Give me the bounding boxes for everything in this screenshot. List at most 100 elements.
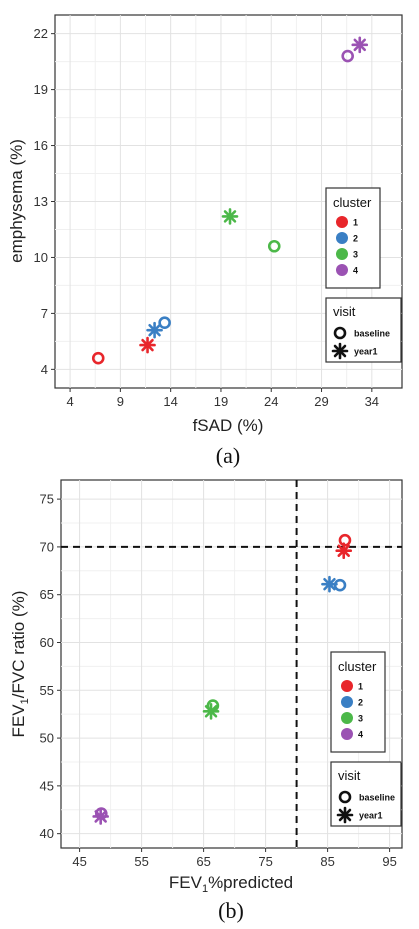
x-tick-label: 34 [365,394,379,409]
point-year1-cluster-4-stroke [353,38,367,52]
x-axis-title-b: FEV1%predicted [169,873,293,895]
legend-label-cluster-2: 2 [353,234,358,244]
x-tick-label: 55 [134,854,148,869]
y-tick-label: 45 [40,778,54,793]
legend-label-baseline: baseline [354,329,390,339]
legend-items-cluster-a: 1 2 3 4 [336,216,358,276]
y-axis-title-b: FEV1/FVC ratio (%) [9,591,31,738]
legend-label-baseline: baseline [359,793,395,803]
y-tick-label: 65 [40,587,54,602]
legend-label-cluster-2: 2 [358,698,363,708]
point-baseline-cluster-1 [91,351,105,365]
x-tick-label: 75 [258,854,272,869]
panel-b: 45 55 65 75 85 95 40 45 50 55 60 65 70 75 FEV1%predic… [9,479,403,923]
legend-swatch-cluster-2 [341,696,353,708]
legend-label-year1: year1 [359,811,383,821]
point-year1-cluster-4 [351,36,369,54]
legend-box-cluster-a [325,187,381,289]
y-tick-label: 40 [40,826,54,841]
points-a [91,36,369,365]
legend-items-visit-b: baseline year1 [336,790,395,824]
y-tick-label: 50 [40,731,54,746]
x-tick-label: 65 [196,854,210,869]
point-year1-cluster-2-stroke [148,323,161,337]
point-year1-cluster-4 [92,808,109,825]
legend-swatch-cluster-3 [341,712,353,724]
y-tick-label: 22 [34,26,48,41]
legend-swatch-cluster-3 [336,248,348,260]
legend-box-cluster-b [330,651,386,753]
legend-items-cluster-b: 1 2 3 4 [341,680,363,740]
legend-symbol-year1-stroke [333,344,347,358]
point-year1-cluster-2 [146,321,163,339]
legend-swatch-cluster-4 [341,728,353,740]
point-year1-cluster-1-stroke [337,544,350,557]
y-tick-label: 70 [40,539,54,554]
x-tick-label: 24 [264,394,278,409]
x-tick-label: 9 [117,394,124,409]
legend-symbol-year1 [331,342,349,360]
x-axis-title-a: fSAD (%) [193,416,264,435]
legend-title-cluster-a: cluster [333,195,372,210]
point-year1-cluster-3-stroke [223,210,237,223]
y-tick-label: 10 [34,250,48,265]
y-axis-title-a: emphysema (%) [7,139,26,263]
x-tick-label: 85 [320,854,334,869]
point-year1-cluster-1 [139,336,156,354]
legend-title-visit-a: visit [333,304,356,319]
legend-visit-a: visit baseline year1 [325,297,402,363]
x-tick-label: 45 [72,854,86,869]
reference-lines-b [61,480,402,848]
x-tick-label: 19 [214,394,228,409]
legend-cluster-a: cluster 1 2 3 4 [325,187,381,289]
x-tick-label: 29 [314,394,328,409]
legend-label-cluster-1: 1 [353,218,358,228]
y-tick-label: 75 [40,492,54,507]
legend-symbol-baseline [333,326,347,340]
y-tick-label: 19 [34,82,48,97]
legend-title-cluster-b: cluster [338,659,377,674]
legend-items-visit-a: baseline year1 [331,326,390,360]
x-tick-label: 14 [163,394,177,409]
y-tick-label: 13 [34,194,48,209]
x-tick-label: 4 [66,394,73,409]
legend-label-cluster-3: 3 [358,714,363,724]
point-year1-cluster-3 [202,703,220,720]
caption-b: (b) [218,898,244,923]
legend-symbol-year1-stroke [338,808,352,822]
legend-swatch-cluster-2 [336,232,348,244]
legend-symbol-year1 [336,806,354,824]
legend-swatch-cluster-1 [341,680,353,692]
point-year1-cluster-1 [335,542,353,560]
points-b [92,533,353,825]
legend-cluster-b: cluster 1 2 3 4 [330,651,386,753]
point-baseline-cluster-3 [267,239,281,253]
legend-label-cluster-4: 4 [353,266,358,276]
legend-symbol-baseline [338,790,352,804]
point-year1-cluster-1-stroke [141,338,154,352]
y-tick-label: 7 [41,306,48,321]
y-tick-label: 4 [41,362,48,377]
legend-swatch-cluster-4 [336,264,348,276]
ticks-b: 45 55 65 75 85 95 40 45 50 55 60 65 70 75 [40,492,397,869]
legend-label-cluster-1: 1 [358,682,363,692]
y-tick-label: 55 [40,683,54,698]
legend-title-visit-b: visit [338,768,361,783]
x-tick-label: 95 [382,854,396,869]
point-year1-cluster-2 [321,575,338,593]
point-year1-cluster-3-stroke [204,705,218,718]
point-year1-cluster-3 [221,208,239,225]
caption-a: (a) [216,443,240,468]
legend-label-year1: year1 [354,347,378,357]
point-year1-cluster-2-stroke [323,577,336,591]
point-baseline-cluster-4 [341,49,354,63]
legend-label-cluster-3: 3 [353,250,358,260]
point-year1-cluster-4-stroke [94,810,107,823]
legend-swatch-cluster-1 [336,216,348,228]
y-tick-label: 60 [40,635,54,650]
legend-visit-b: visit baseline year1 [330,761,402,827]
legend-label-cluster-4: 4 [358,730,363,740]
